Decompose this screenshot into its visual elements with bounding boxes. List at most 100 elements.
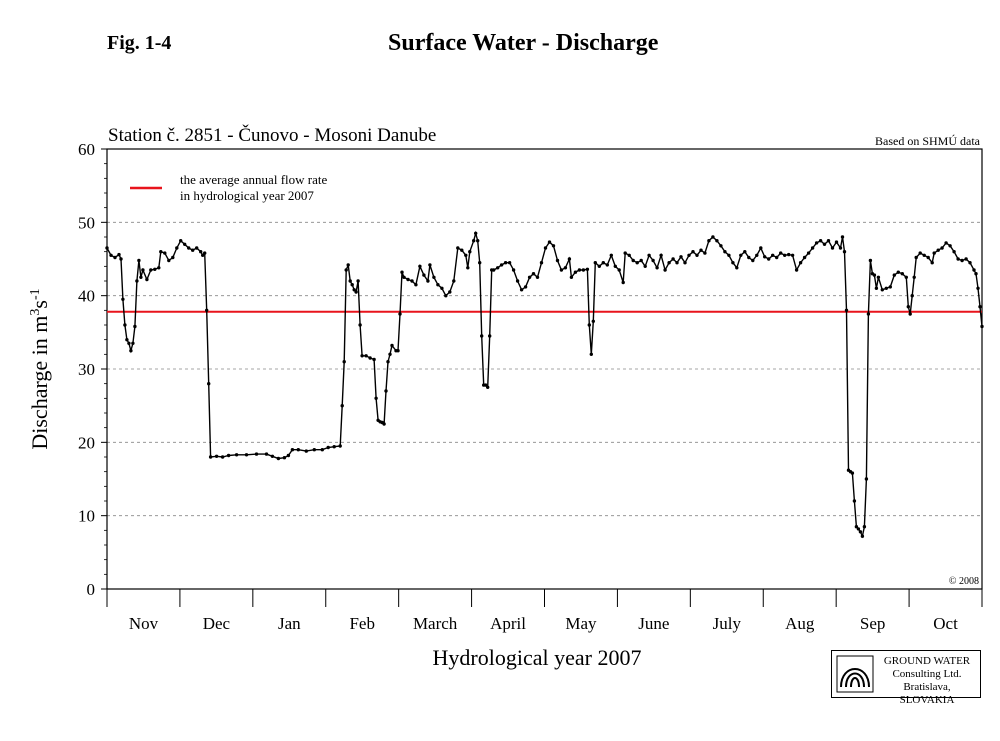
discharge-point bbox=[912, 275, 916, 279]
discharge-point bbox=[137, 258, 141, 263]
discharge-point bbox=[763, 255, 767, 259]
discharge-point bbox=[798, 261, 803, 265]
discharge-point bbox=[179, 239, 183, 243]
discharge-point bbox=[910, 294, 914, 298]
x-month-label: April bbox=[490, 614, 526, 633]
discharge-point bbox=[422, 273, 426, 277]
discharge-point bbox=[531, 272, 536, 276]
y-tick-label: 10 bbox=[78, 507, 95, 526]
discharge-point bbox=[123, 323, 127, 327]
discharge-point bbox=[153, 267, 157, 271]
discharge-point bbox=[719, 244, 723, 248]
discharge-point bbox=[205, 308, 209, 312]
discharge-point bbox=[587, 323, 591, 327]
discharge-point bbox=[234, 453, 239, 457]
x-month-label: March bbox=[413, 614, 458, 633]
discharge-point bbox=[480, 334, 484, 338]
discharge-point bbox=[159, 250, 163, 254]
discharge-point bbox=[585, 267, 590, 271]
discharge-point bbox=[892, 273, 896, 277]
discharge-point bbox=[880, 288, 884, 292]
discharge-point bbox=[687, 253, 691, 257]
discharge-point bbox=[332, 445, 336, 449]
discharge-point bbox=[623, 251, 627, 255]
discharge-point bbox=[852, 499, 857, 503]
discharge-point bbox=[655, 266, 659, 270]
legend-label-line1: the average annual flow rate bbox=[180, 172, 327, 187]
logo-waves-icon bbox=[836, 655, 874, 693]
discharge-point bbox=[739, 253, 743, 257]
discharge-point bbox=[264, 452, 269, 456]
discharge-point bbox=[418, 264, 422, 268]
discharge-point bbox=[818, 239, 823, 243]
station-title: Station č. 2851 - Čunovo - Mosoni Danube bbox=[108, 125, 437, 146]
discharge-point bbox=[410, 279, 414, 283]
discharge-point bbox=[936, 248, 940, 252]
discharge-point bbox=[472, 239, 476, 243]
discharge-point bbox=[352, 288, 356, 292]
discharge-point bbox=[908, 312, 912, 316]
discharge-point bbox=[605, 263, 609, 267]
discharge-point bbox=[127, 341, 131, 345]
discharge-point bbox=[149, 268, 153, 272]
discharge-point bbox=[187, 246, 191, 250]
source-note: Based on SHMÚ data bbox=[875, 134, 980, 148]
company-logo: GROUND WATER Consulting Ltd. Bratislava,… bbox=[831, 650, 981, 706]
discharge-point bbox=[109, 253, 113, 257]
discharge-point bbox=[364, 354, 368, 358]
discharge-point bbox=[139, 275, 143, 279]
discharge-point bbox=[956, 257, 960, 261]
discharge-point bbox=[270, 454, 275, 458]
discharge-point bbox=[276, 456, 281, 461]
discharge-point bbox=[448, 290, 452, 294]
discharge-point bbox=[125, 338, 129, 342]
discharge-point bbox=[547, 240, 552, 244]
discharge-point bbox=[647, 253, 651, 257]
discharge-point bbox=[651, 258, 655, 263]
discharge-point bbox=[703, 251, 707, 255]
discharge-point bbox=[244, 453, 249, 457]
discharge-point bbox=[456, 246, 460, 250]
logo-line-2: Consulting Ltd. bbox=[892, 668, 962, 680]
discharge-point bbox=[930, 261, 934, 265]
discharge-point bbox=[834, 240, 839, 244]
discharge-point bbox=[876, 275, 881, 279]
discharge-point bbox=[976, 286, 980, 290]
discharge-point bbox=[771, 253, 775, 257]
discharge-point bbox=[119, 257, 123, 261]
y-axis-title: Discharge in m3s-1 bbox=[27, 288, 52, 449]
y-tick-label: 40 bbox=[78, 287, 95, 306]
discharge-point bbox=[131, 341, 135, 345]
discharge-point bbox=[496, 266, 500, 270]
discharge-point bbox=[340, 404, 344, 408]
discharge-point bbox=[974, 272, 978, 276]
discharge-point bbox=[406, 277, 410, 282]
discharge-point bbox=[613, 264, 617, 268]
discharge-point bbox=[635, 261, 639, 265]
grid-lines bbox=[107, 221, 982, 517]
discharge-point bbox=[468, 250, 472, 254]
discharge-point bbox=[948, 244, 952, 248]
discharge-point bbox=[627, 253, 631, 257]
discharge-point bbox=[388, 352, 392, 356]
discharge-point bbox=[868, 258, 873, 263]
discharge-point bbox=[779, 251, 783, 255]
discharge-point bbox=[810, 246, 815, 250]
plot-frame bbox=[106, 148, 983, 590]
discharge-point bbox=[145, 277, 149, 282]
x-axis-title: Hydrological year 2007 bbox=[433, 645, 642, 670]
discharge-point bbox=[617, 268, 621, 272]
discharge-point bbox=[402, 275, 406, 279]
discharge-point bbox=[207, 382, 211, 386]
discharge-point bbox=[208, 455, 213, 459]
discharge-point bbox=[290, 448, 295, 452]
discharge-point bbox=[906, 305, 910, 309]
discharge-point bbox=[822, 242, 827, 246]
discharge-point bbox=[486, 385, 490, 389]
discharge-point bbox=[282, 456, 287, 460]
discharge-point bbox=[559, 268, 564, 272]
discharge-point bbox=[711, 235, 715, 239]
discharge-point bbox=[286, 453, 291, 458]
discharge-point bbox=[163, 251, 167, 255]
discharge-series-points bbox=[105, 231, 984, 538]
